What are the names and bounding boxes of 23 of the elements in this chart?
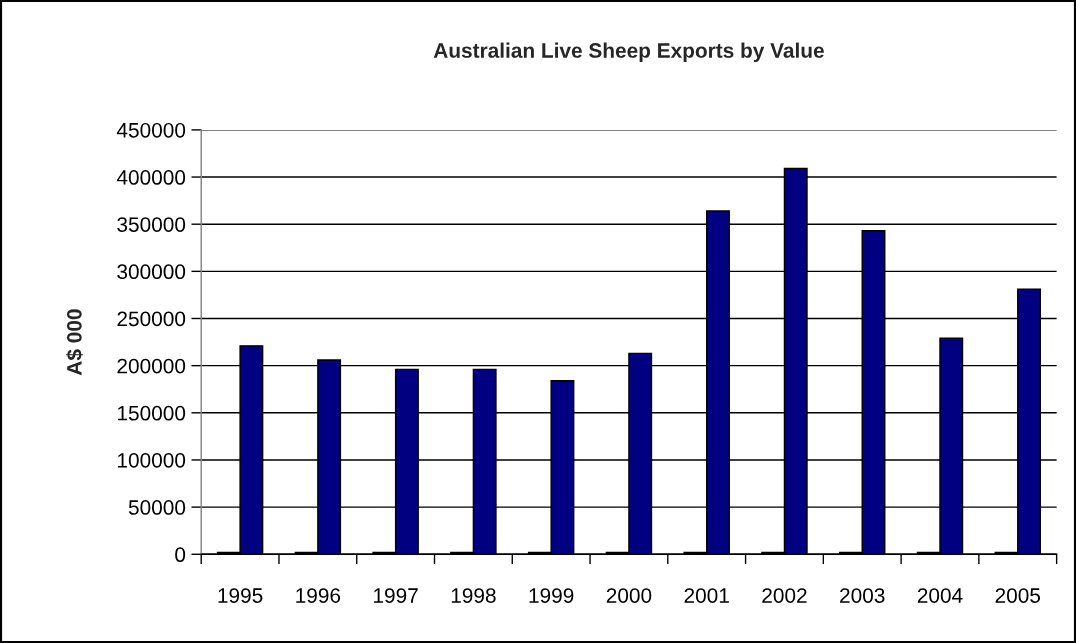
x-tick-label: 1996 bbox=[296, 588, 341, 603]
y-tick-label: 400000 bbox=[116, 170, 186, 185]
x-tick-label: 2002 bbox=[762, 588, 807, 603]
y-tick-label: 100000 bbox=[118, 452, 186, 468]
y-tick-label: 450000 bbox=[116, 122, 186, 138]
x-tick-label: 1995 bbox=[218, 588, 263, 603]
y-axis-title: A$ 000 bbox=[66, 309, 84, 376]
x-tick-label: 1997 bbox=[374, 588, 418, 603]
y-tick-label: 300000 bbox=[117, 264, 186, 280]
y-tick-label: 150000 bbox=[118, 405, 186, 421]
x-tick-label: 1999 bbox=[529, 588, 574, 603]
x-tick-label: 2003 bbox=[840, 588, 885, 603]
x-tick-label: 2001 bbox=[684, 588, 729, 603]
x-tick-label: 2000 bbox=[606, 588, 652, 603]
y-tick-label: 0 bbox=[175, 547, 186, 563]
x-tick-label: 1998 bbox=[451, 588, 496, 603]
y-tick-label: 200000 bbox=[117, 358, 186, 374]
y-tick-label: 250000 bbox=[117, 311, 186, 327]
x-tick-label: 2005 bbox=[995, 588, 1041, 603]
chart-title: Australian Live Sheep Exports by Value bbox=[433, 42, 824, 62]
y-tick-label: 50000 bbox=[128, 500, 186, 515]
x-tick-label: 2004 bbox=[917, 588, 963, 603]
y-tick-label: 350000 bbox=[117, 217, 186, 232]
